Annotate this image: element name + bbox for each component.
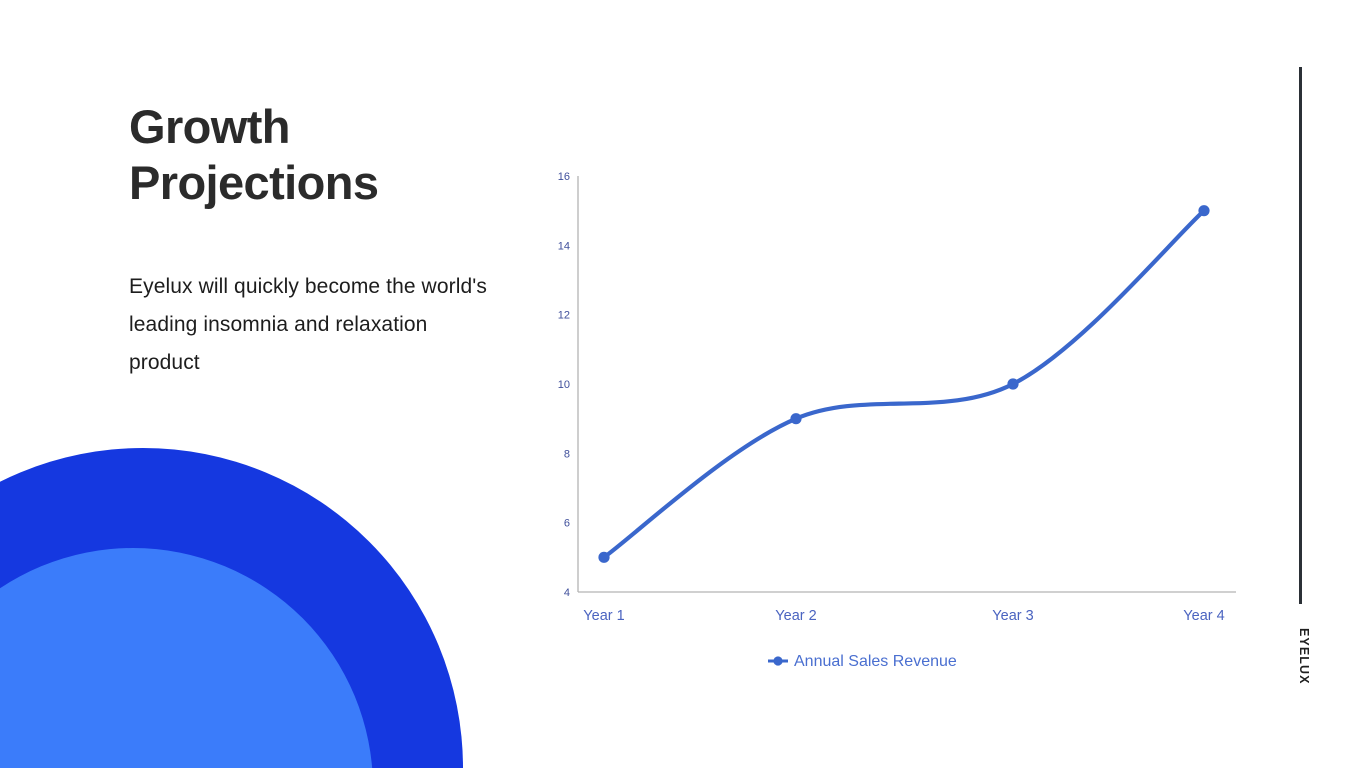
outer-circle — [0, 448, 463, 768]
series-line-annual-sales-revenue — [601, 208, 1207, 560]
page-title: Growth Projections — [129, 100, 379, 209]
legend-label-annual-sales-revenue: Annual Sales Revenue — [794, 653, 957, 670]
y-tick-label-16: 16 — [558, 171, 570, 183]
growth-projection-chart: 16 14 12 10 8 6 4 Year 1 Year 2 Year 3 Y… — [540, 150, 1260, 670]
headline-block: Growth Projections — [129, 99, 559, 211]
y-tick-label-12: 12 — [558, 310, 570, 322]
slide-subtitle: Eyelux will quickly become the world's l… — [129, 275, 487, 374]
x-tick-label-year-2: Year 2 — [775, 608, 816, 624]
x-tick-label-year-4: Year 4 — [1183, 608, 1224, 624]
legend-marker-icon — [773, 656, 783, 666]
chart-svg: 16 14 12 10 8 6 4 Year 1 Year 2 Year 3 Y… — [558, 171, 1236, 670]
inner-circle — [0, 548, 373, 768]
data-point-year-3[interactable] — [1007, 378, 1019, 390]
y-tick-label-4: 4 — [564, 587, 570, 599]
y-tick-label-6: 6 — [564, 518, 570, 530]
data-point-year-4[interactable] — [1198, 205, 1210, 217]
y-tick-label-10: 10 — [558, 379, 570, 391]
y-tick-label-8: 8 — [564, 448, 570, 460]
data-point-year-1[interactable] — [598, 551, 610, 563]
x-tick-label-year-3: Year 3 — [992, 608, 1033, 624]
x-tick-label-year-1: Year 1 — [583, 608, 624, 624]
brand-wordmark: EYELUX — [1297, 628, 1311, 685]
data-point-year-2[interactable] — [790, 413, 802, 425]
chart-legend[interactable]: Annual Sales Revenue — [768, 653, 957, 670]
right-vertical-rule — [1299, 67, 1302, 604]
y-tick-label-14: 14 — [558, 240, 570, 252]
